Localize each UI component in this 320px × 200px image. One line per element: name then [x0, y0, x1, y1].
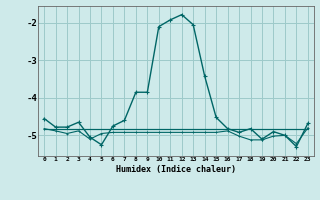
X-axis label: Humidex (Indice chaleur): Humidex (Indice chaleur)	[116, 165, 236, 174]
